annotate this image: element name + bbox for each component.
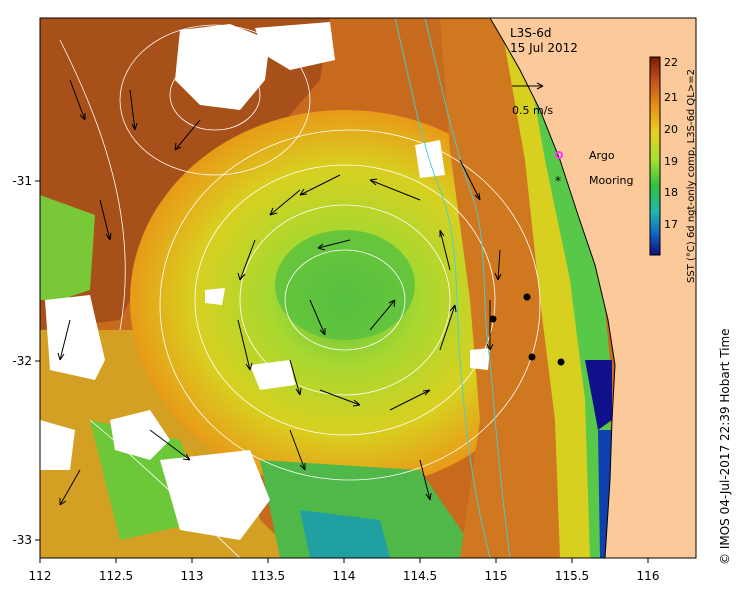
coastal-blue-patch: [585, 360, 612, 430]
nearshore-green: [520, 18, 612, 558]
credit-text: © IMOS 04-Jul-2017 22:39 Hobart Time: [718, 328, 732, 565]
x-tick-label: 115: [485, 569, 508, 583]
x-tick-label: 115.5: [555, 569, 589, 583]
cloud-patch-mid: [250, 360, 295, 390]
nearshore-yellow: [500, 18, 595, 558]
mooring-marker: [557, 358, 565, 366]
mooring-label: Mooring: [589, 174, 633, 187]
contour: [119, 24, 311, 176]
colorbar-tick: 21: [664, 91, 678, 104]
y-axis: -31 -32 -33: [12, 174, 40, 547]
vector-arrow: [459, 159, 481, 201]
x-tick-label: 113.5: [251, 569, 285, 583]
streamfunction-contours: [59, 24, 541, 558]
vector-arrow: [129, 89, 138, 131]
vector-arrow: [486, 300, 494, 351]
x-axis: 112 112.5 113 113.5 114 114.5 115 115.5 …: [29, 558, 660, 583]
scale-label: 0.5 m/s: [512, 104, 553, 117]
y-tick-label: -31: [12, 174, 32, 188]
vector-arrow: [309, 299, 326, 336]
vector-arrow: [299, 174, 341, 196]
vector-arrow: [237, 239, 256, 281]
cloud-southwest-edge: [40, 420, 75, 470]
x-tick-label: 116: [637, 569, 660, 583]
colorbar-tick: 20: [664, 123, 678, 136]
cloud-north-2: [255, 22, 335, 70]
mooring-marker: [528, 353, 536, 361]
sst-field: [40, 18, 696, 558]
leeuwin-current: [440, 18, 570, 558]
vector-arrow: [419, 459, 432, 501]
x-tick-label: 112: [29, 569, 52, 583]
contour: [59, 39, 126, 331]
bathymetry-contours: [394, 18, 511, 558]
mooring-marker: [489, 315, 497, 323]
isobath: [424, 18, 511, 558]
colorbar-label: SST (°C) 6d ngt-only comp, L3S-6d QL>=2: [686, 69, 697, 283]
vector-arrow: [319, 389, 361, 407]
marker-legend: Argo * Mooring: [555, 149, 633, 188]
cloud-gaps: [40, 22, 490, 540]
vector-arrow: [369, 299, 396, 331]
west-cool-patch: [40, 195, 95, 300]
argo-label: Argo: [589, 149, 615, 162]
x-tick-label: 113: [181, 569, 204, 583]
mooring-marker: [523, 293, 531, 301]
contour: [284, 249, 406, 351]
vector-arrow: [237, 319, 253, 371]
land-australia: [489, 18, 696, 558]
vector-arrow: [494, 249, 502, 281]
y-tick-label: -33: [12, 533, 32, 547]
contour: [159, 129, 541, 481]
colorbar-ramp: [649, 56, 661, 256]
mooring-icon: *: [555, 174, 561, 188]
cloud-patch-small: [205, 288, 225, 305]
map-date: 15 Jul 2012: [510, 41, 578, 55]
vector-arrow: [59, 469, 81, 506]
vector-arrow: [439, 229, 451, 271]
vector-arrow: [289, 359, 302, 396]
cloud-coastal: [415, 140, 445, 178]
x-tick-label: 114: [333, 569, 356, 583]
colorbar: 22 21 20 19 18 17 SST (°C) 6d ngt-only c…: [649, 56, 697, 283]
contour: [169, 59, 261, 131]
vector-arrow: [439, 304, 457, 351]
vector-arrow: [317, 239, 351, 251]
cloud-north: [175, 24, 270, 110]
vector-arrow: [57, 319, 71, 361]
vector-arrow: [69, 79, 86, 121]
mooring-markers: [489, 293, 565, 366]
scale-arrowhead: [536, 82, 544, 90]
contour: [194, 164, 496, 436]
vector-arrow: [389, 389, 431, 411]
x-tick-label: 112.5: [99, 569, 133, 583]
vector-arrow: [99, 199, 112, 241]
colorbar-tick: 18: [664, 186, 678, 199]
current-vectors: [57, 79, 502, 506]
colorbar-tick: 19: [664, 155, 678, 168]
cloud-south: [160, 450, 270, 540]
map-title: L3S-6d: [510, 26, 552, 40]
vector-arrow: [269, 189, 301, 216]
isobath: [394, 18, 491, 558]
contour: [239, 204, 451, 396]
colorbar-tick: 22: [664, 56, 678, 69]
eddy-core: [275, 230, 415, 340]
vector-arrow: [174, 119, 201, 151]
vector-scale: 0.5 m/s: [512, 82, 553, 117]
contour: [89, 419, 241, 558]
vector-arrow: [149, 429, 191, 461]
cloud-southwest: [110, 410, 170, 460]
south-cyan-patch: [300, 510, 390, 558]
plot-frame: [39, 17, 697, 559]
x-tick-label: 114.5: [403, 569, 437, 583]
y-tick-label: -32: [12, 354, 32, 368]
colorbar-tick: 17: [664, 218, 678, 231]
vector-arrow: [369, 178, 421, 201]
vector-arrow: [289, 429, 306, 471]
argo-icon: [555, 151, 563, 159]
